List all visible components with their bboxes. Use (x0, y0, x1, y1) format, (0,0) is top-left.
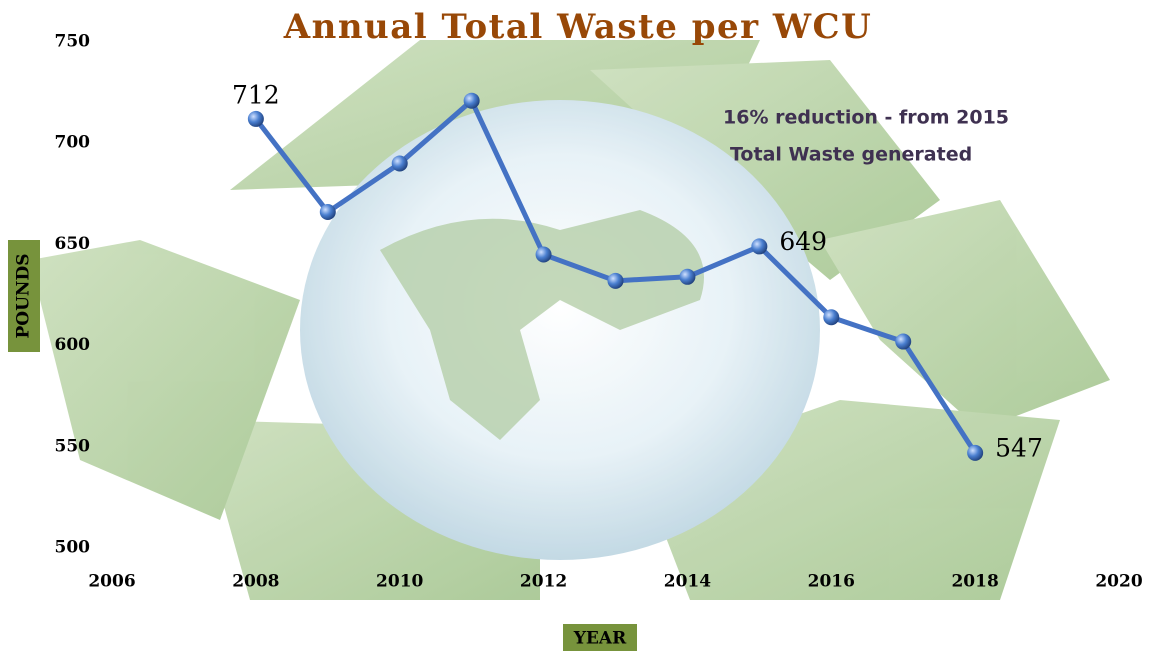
x-tick-label: 2016 (808, 572, 855, 592)
data-point (247, 110, 264, 127)
y-tick-label: 600 (55, 335, 91, 355)
data-point (895, 333, 912, 350)
y-tick-label: 700 (55, 133, 91, 153)
x-tick-label: 2020 (1095, 572, 1142, 592)
y-axis-label-box (8, 240, 40, 352)
x-tick-label: 2012 (520, 572, 567, 592)
y-tick-label: 750 (55, 32, 91, 52)
y-tick-label: 650 (55, 234, 91, 254)
data-label: 712 (232, 80, 280, 109)
data-point (463, 92, 480, 109)
data-point (679, 268, 696, 285)
data-point (967, 444, 984, 461)
y-tick-label: 550 (55, 436, 91, 456)
data-label: 547 (995, 433, 1043, 462)
data-point (319, 204, 336, 221)
y-axis-label: POUNDS (14, 254, 34, 339)
x-tick-label: 2006 (88, 572, 135, 592)
y-tick-label: 500 (55, 538, 91, 558)
annotation: 16% reduction - from 2015 (723, 107, 1009, 129)
x-axis-label-box (563, 624, 637, 651)
x-tick-label: 2018 (951, 572, 998, 592)
x-axis-label: YEAR (573, 629, 627, 649)
data-point (823, 309, 840, 326)
x-tick-label: 2008 (232, 572, 279, 592)
data-point (535, 246, 552, 263)
data-point (751, 238, 768, 255)
data-label: 649 (779, 227, 827, 256)
background (30, 40, 1110, 600)
data-point (607, 272, 624, 289)
data-point (391, 155, 408, 172)
x-tick-label: 2010 (376, 572, 423, 592)
annotation: Total Waste generated (730, 144, 972, 166)
chart-title: Annual Total Waste per WCU (283, 7, 873, 47)
x-tick-label: 2014 (664, 572, 711, 592)
